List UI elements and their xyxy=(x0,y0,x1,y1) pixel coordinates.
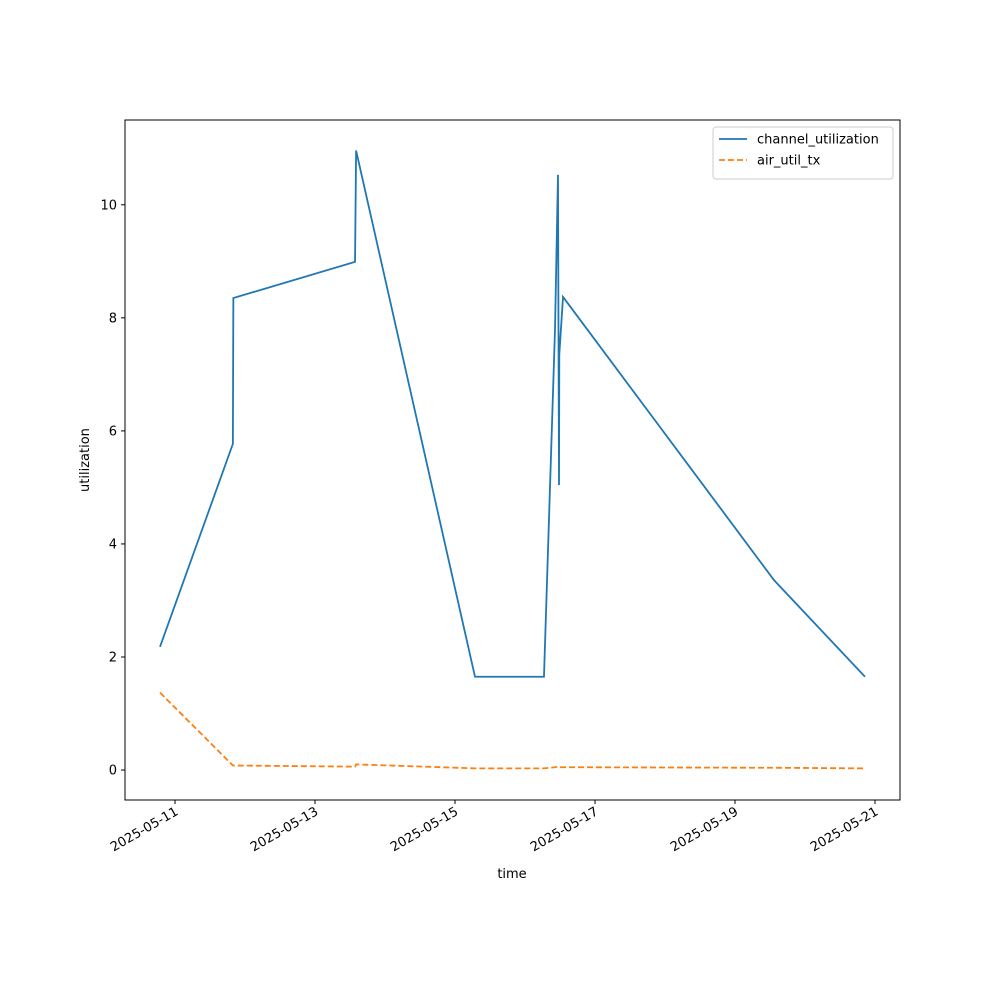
y-tick-label: 4 xyxy=(109,537,117,552)
series-line xyxy=(159,691,866,770)
y-tick-label: 6 xyxy=(109,424,117,439)
series-line xyxy=(159,150,866,678)
y-tick-label: 10 xyxy=(100,198,117,213)
legend-label: channel_utilization xyxy=(757,133,879,148)
legend-box xyxy=(712,126,894,180)
y-axis-label: utilization xyxy=(78,428,93,492)
y-tick-label: 2 xyxy=(109,650,117,665)
legend: channel_utilization air_util_tx xyxy=(712,126,894,180)
plot-frame xyxy=(124,119,901,801)
y-tick-label: 8 xyxy=(109,311,117,326)
y-tick-label: 0 xyxy=(109,764,117,779)
x-axis-label: time xyxy=(497,867,526,882)
legend-label: air_util_tx xyxy=(757,154,821,169)
